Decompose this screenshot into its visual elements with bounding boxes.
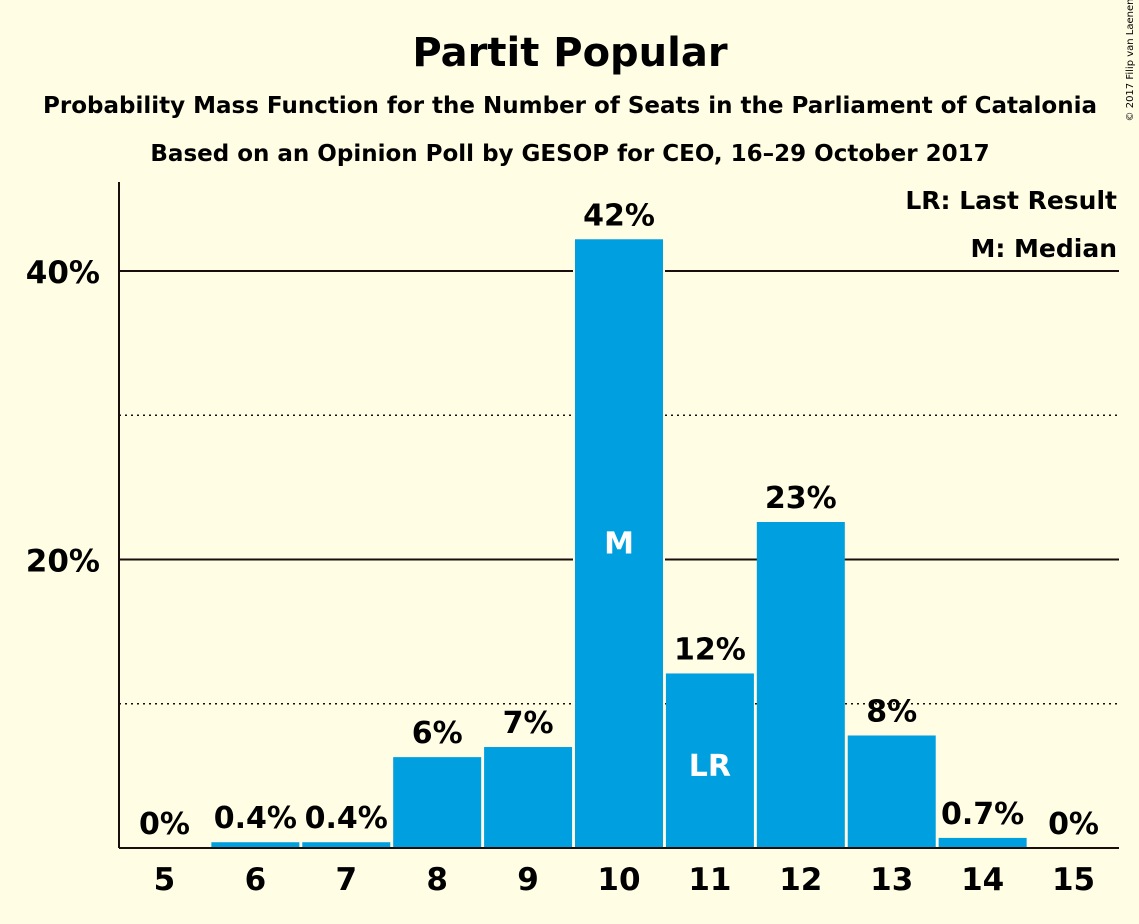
bar: [393, 757, 482, 848]
copyright: © 2017 Filip van Laenen: [1125, 0, 1136, 121]
bar: [665, 673, 754, 848]
bar: [575, 239, 663, 848]
x-tick-label: 13: [870, 862, 913, 898]
bar: [302, 842, 391, 848]
data-label: 12%: [674, 632, 746, 667]
data-labels: 0% 0.4% 0.4% 6% 7% 42% M 12% LR 23% 8% 0.7% 0%: [139, 198, 1099, 842]
data-label: 8%: [866, 694, 917, 729]
data-label: 6%: [412, 716, 463, 751]
x-tick-label: 11: [688, 862, 731, 898]
x-tick-label: 5: [154, 862, 176, 898]
x-tick-label: 7: [335, 862, 357, 898]
data-label: 0%: [1048, 807, 1099, 842]
x-tick-label: 8: [426, 862, 448, 898]
y-tick-label: 20%: [26, 544, 100, 580]
data-label: 0.4%: [214, 801, 297, 836]
median-marker: M: [604, 527, 634, 562]
x-tick-label: 9: [517, 862, 539, 898]
data-label: 7%: [503, 706, 554, 741]
last-result-marker: LR: [689, 749, 731, 784]
bar: [847, 735, 936, 848]
bar: [938, 837, 1027, 848]
y-tick-label: 40%: [26, 255, 100, 291]
bars: [211, 239, 1027, 848]
bar: [756, 521, 845, 848]
bar: [484, 747, 573, 848]
data-label: 0.7%: [941, 797, 1024, 832]
axis-ticks: 20% 40% 5 6 7 8 9 10 11 12 13 14 15: [26, 255, 1095, 898]
bar: [211, 842, 300, 848]
data-label: 0.4%: [305, 801, 388, 836]
x-tick-label: 10: [597, 862, 640, 898]
x-tick-label: 14: [961, 862, 1004, 898]
x-tick-label: 6: [245, 862, 267, 898]
legend-last-result: LR: Last Result: [905, 186, 1117, 215]
chart-title: Partit Popular: [412, 30, 727, 76]
data-label: 23%: [765, 481, 837, 516]
data-label: 42%: [583, 198, 655, 233]
data-label: 0%: [139, 807, 190, 842]
x-tick-label: 15: [1052, 862, 1095, 898]
chart-subtitle-2: Based on an Opinion Poll by GESOP for CE…: [150, 141, 989, 167]
legend-median: M: Median: [970, 234, 1117, 263]
x-tick-label: 12: [779, 862, 822, 898]
chart-subtitle: Probability Mass Function for the Number…: [43, 93, 1097, 119]
